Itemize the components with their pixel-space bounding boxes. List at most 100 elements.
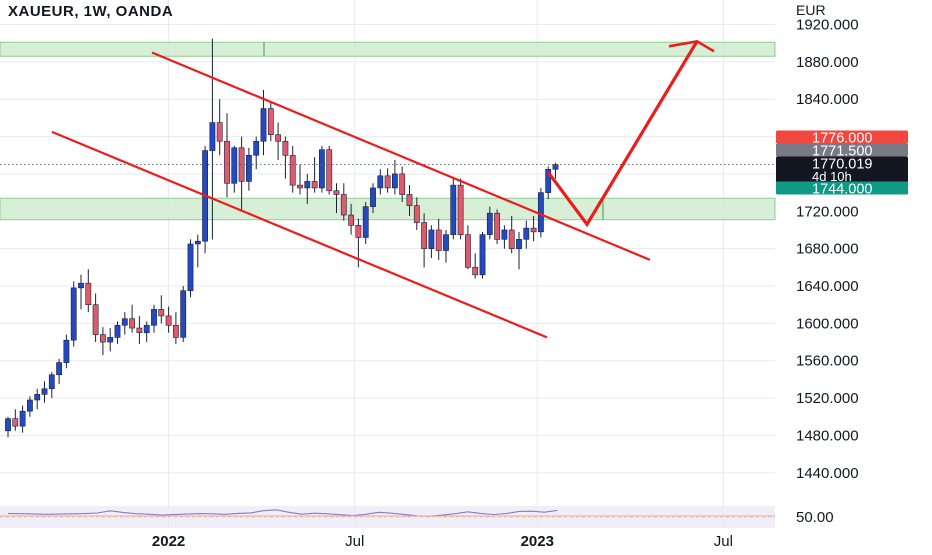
symbol-title: XAUEUR, 1W, OANDA [8, 3, 174, 20]
candle-body [238, 147, 245, 182]
candle [297, 164, 303, 195]
candle-body [421, 222, 427, 249]
candle-body [530, 227, 537, 233]
candle [282, 136, 289, 179]
candle-body [399, 173, 406, 195]
candle [129, 304, 135, 333]
candle [421, 213, 427, 268]
price-zone [0, 197, 776, 221]
grid-lines [0, 0, 775, 528]
candle-body [158, 309, 165, 317]
candle-body [19, 410, 26, 427]
candle-body [413, 205, 420, 223]
candle [450, 178, 457, 240]
price-axis-label: 1720.000 [796, 203, 859, 220]
rsi-band [0, 506, 775, 528]
price-axis-label: 1560.000 [796, 353, 859, 370]
candle-body [435, 229, 442, 251]
candle-body [275, 134, 281, 142]
time-axis: 2022 Jul 2023 Jul [0, 528, 932, 550]
candle [304, 173, 311, 204]
price-axis-label: 1480.000 [796, 427, 859, 444]
candle [107, 328, 114, 352]
candle [253, 136, 260, 170]
candle-body [516, 239, 522, 249]
candle-body [428, 229, 435, 249]
price-tag-value: 1776.000 [812, 131, 872, 147]
candle [326, 145, 333, 195]
projection-path [546, 40, 699, 228]
candle [464, 225, 471, 270]
price-axis: 1920.0001880.0001840.0001800.0001760.000… [776, 0, 932, 528]
candle [231, 145, 238, 193]
candle-body [318, 149, 325, 189]
price-tag-red: 1776.000 [776, 130, 908, 147]
candle-body [246, 154, 252, 182]
candle [406, 185, 413, 216]
candle-body [187, 243, 194, 291]
candle [428, 225, 435, 258]
candle [19, 405, 26, 433]
candle-body [501, 229, 508, 240]
candle [311, 157, 318, 193]
candle [165, 306, 172, 333]
channel-lower-line [51, 130, 548, 339]
time-axis-label: 2022 [152, 533, 185, 550]
rsi-pane [0, 506, 775, 528]
candle-body [63, 339, 70, 363]
candle [12, 409, 19, 431]
price-axis-label: 1640.000 [796, 278, 859, 295]
price-tag-value: 1770.019 [812, 157, 872, 173]
candle [180, 286, 187, 343]
candle [472, 253, 479, 279]
candle-body [121, 318, 128, 326]
candle [545, 166, 552, 200]
rsi-axis-label: 50.00 [796, 509, 834, 526]
time-axis-label: Jul [714, 533, 733, 550]
candle [370, 183, 376, 214]
candle-body [304, 181, 311, 189]
price-tag-bg [776, 130, 908, 144]
candle-body [486, 212, 493, 235]
candle-body [494, 212, 500, 240]
candle [158, 295, 165, 324]
time-axis-label: Jul [345, 533, 364, 550]
candle [143, 321, 150, 343]
price-axis-label: 1920.000 [796, 17, 859, 34]
price-tag-value: 1744.000 [812, 182, 872, 198]
candle [275, 122, 281, 160]
price-axis-label: 1880.000 [796, 54, 859, 71]
candle-body [194, 240, 201, 245]
candle-body [326, 149, 333, 192]
candle [63, 334, 70, 369]
candle [333, 183, 340, 214]
candle-body [384, 175, 391, 189]
candle [85, 269, 92, 313]
candle-body [48, 374, 55, 390]
candle [5, 416, 11, 438]
price-tag-countdown: 4d 10h [812, 169, 852, 184]
rsi-line [7, 509, 558, 517]
candle [501, 225, 508, 249]
candle [413, 197, 420, 230]
candle-body [348, 214, 354, 226]
candle [26, 396, 33, 417]
candle [41, 381, 48, 403]
candle [523, 220, 530, 249]
candle [56, 358, 62, 385]
time-axis-label: 2023 [521, 533, 554, 550]
candle-body [537, 192, 544, 233]
candle [136, 315, 143, 344]
candle [391, 159, 398, 195]
candle [289, 145, 296, 193]
candle [151, 304, 157, 333]
candle [479, 231, 486, 279]
candle-body [107, 337, 114, 343]
candle [100, 327, 106, 356]
candle [70, 281, 77, 347]
candle-body [136, 327, 143, 334]
candle-body [34, 394, 41, 401]
candle-body [464, 234, 471, 268]
